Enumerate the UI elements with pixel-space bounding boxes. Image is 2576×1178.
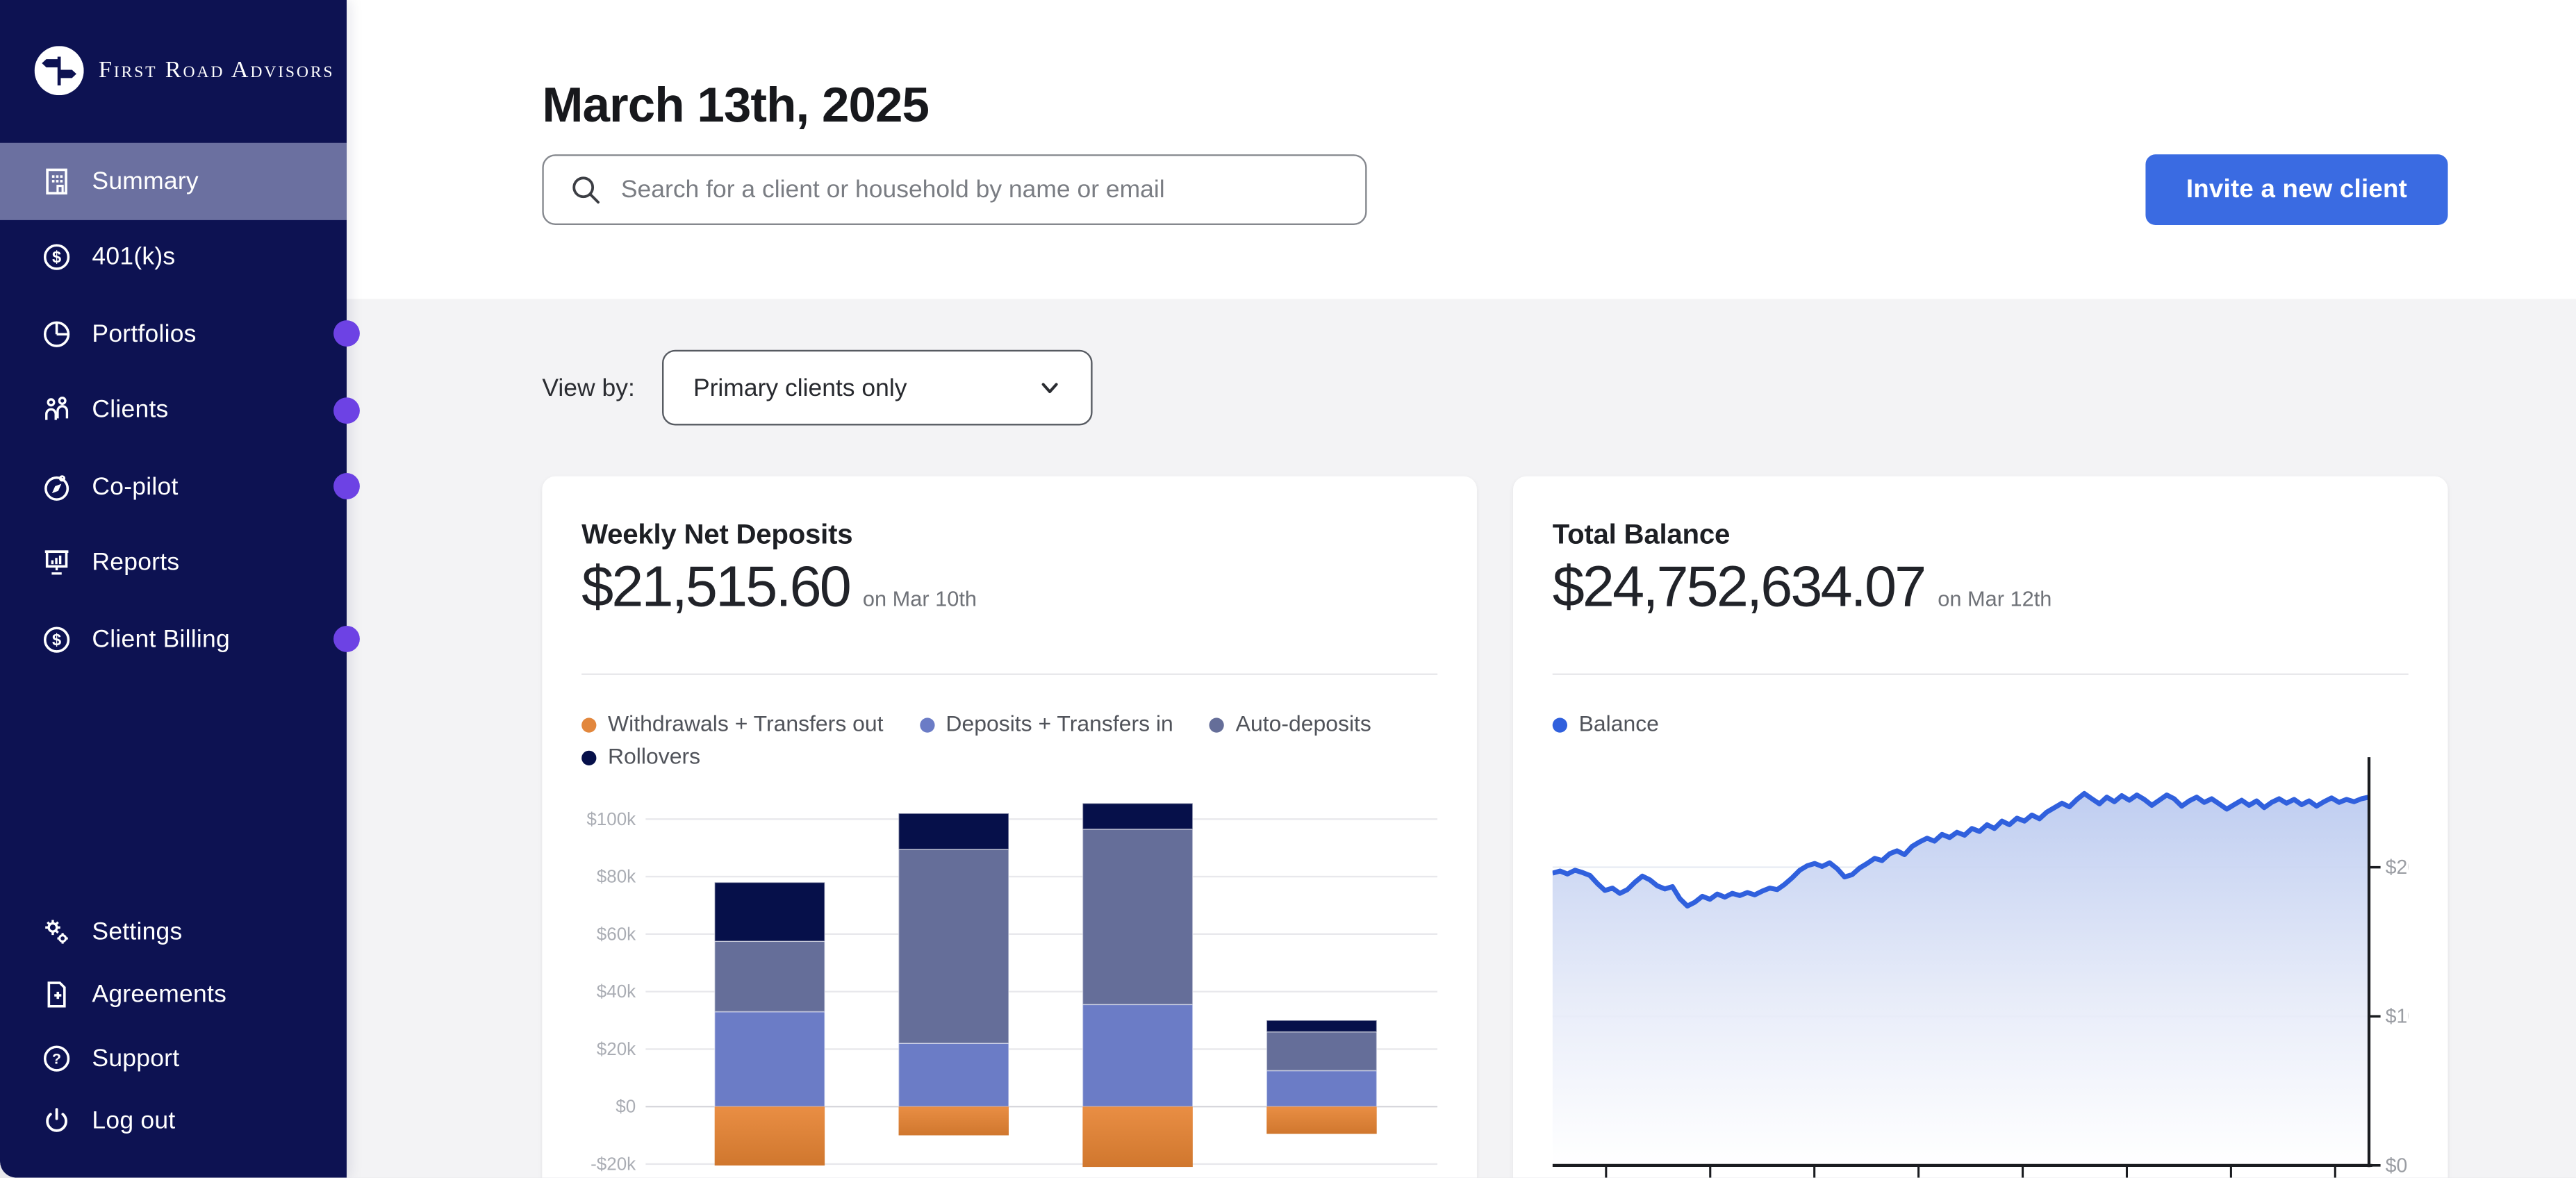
brand-logo: First Road Advisors xyxy=(34,46,335,96)
legend-dot-icon xyxy=(581,717,597,732)
sidebar-item-clients[interactable]: Clients xyxy=(0,372,360,449)
question-circle-icon: ? xyxy=(40,1042,72,1075)
brand-name: First Road Advisors xyxy=(98,56,335,83)
legend-label: Auto-deposits xyxy=(1235,711,1371,736)
weekly-bar-chart: $100k $80k $60k $40k $20k $0 -$20k xyxy=(581,800,1438,1178)
svg-text:$40k: $40k xyxy=(597,981,636,1002)
sidebar-nav: Summary $401(k)s Portfolios Clients Co-pilot… xyxy=(0,142,360,678)
billing-dollar-icon: $ xyxy=(40,623,72,656)
legend-item: Auto-deposits xyxy=(1209,708,1371,740)
balance-amount-date: on Mar 12th xyxy=(1938,586,2052,611)
legend-label: Withdrawals + Transfers out xyxy=(607,711,884,736)
search-icon xyxy=(572,176,600,204)
gears-icon xyxy=(40,915,72,948)
weekly-amount: $21,515.60 xyxy=(581,555,852,620)
sidebar-item-401ks[interactable]: $401(k)s xyxy=(0,219,347,296)
sidebar-item-label: Log out xyxy=(92,1107,176,1136)
svg-text:$60k: $60k xyxy=(597,923,636,944)
dollar-circle-icon: $ xyxy=(40,241,72,274)
page-title: March 13th, 2025 xyxy=(542,78,930,133)
notification-dot xyxy=(333,397,360,423)
sidebar-footer-nav: Settings Agreements? Support Log out xyxy=(0,900,347,1153)
sidebar-item-client-billing[interactable]: $ Client Billing xyxy=(0,602,360,678)
svg-text:$0: $0 xyxy=(2386,1154,2408,1177)
sidebar-item-label: Settings xyxy=(92,918,183,946)
svg-text:$10m: $10m xyxy=(2386,1006,2409,1028)
sidebar-item-support[interactable]: ? Support xyxy=(0,1027,347,1090)
svg-text:$0: $0 xyxy=(616,1096,636,1117)
notification-dot xyxy=(333,473,360,499)
weekly-legend: Withdrawals + Transfers out Deposits + Tr… xyxy=(581,708,1437,774)
sidebar: First Road Advisors Summary $401(k)s Portf… xyxy=(0,0,360,1178)
sidebar-item-logout[interactable]: Log out xyxy=(0,1090,347,1153)
svg-text:$100k: $100k xyxy=(586,808,636,829)
sidebar-item-portfolios[interactable]: Portfolios xyxy=(0,296,360,372)
svg-text:$80k: $80k xyxy=(597,866,636,887)
weekly-card-title: Weekly Net Deposits xyxy=(581,519,853,551)
legend-dot-icon xyxy=(919,717,934,732)
sidebar-item-copilot[interactable]: Co-pilot xyxy=(0,449,360,525)
weekly-amount-date: on Mar 10th xyxy=(862,586,977,611)
people-icon xyxy=(40,394,72,426)
legend-item: Balance xyxy=(1552,708,1659,740)
chevron-down-icon xyxy=(1041,383,1058,394)
sidebar-item-settings[interactable]: Settings xyxy=(0,900,347,963)
legend-dot-icon xyxy=(1552,717,1568,732)
legend-item: Withdrawals + Transfers out xyxy=(581,708,884,740)
notification-dot xyxy=(333,625,360,652)
sidebar-item-label: Co-pilot xyxy=(92,472,179,501)
compass-icon xyxy=(40,470,72,503)
sidebar-item-label: Portfolios xyxy=(92,320,197,348)
presentation-chart-icon xyxy=(40,547,72,579)
svg-text:$: $ xyxy=(51,249,60,267)
sidebar-item-label: Client Billing xyxy=(92,625,230,654)
legend-dot-icon xyxy=(581,749,597,765)
pie-chart-icon xyxy=(40,317,72,350)
legend-label: Deposits + Transfers in xyxy=(946,711,1173,736)
legend-label: Balance xyxy=(1578,711,1659,736)
balance-legend: Balance xyxy=(1552,708,2409,740)
document-plus-icon xyxy=(40,979,72,1011)
sidebar-item-label: 401(k)s xyxy=(92,243,176,272)
sidebar-item-label: Clients xyxy=(92,396,169,424)
divider xyxy=(1552,673,2409,675)
sidebar-item-label: Agreements xyxy=(92,981,227,1009)
legend-label: Rollovers xyxy=(607,744,701,769)
view-by-select[interactable]: Primary clients only xyxy=(662,349,1093,426)
power-icon xyxy=(40,1105,72,1138)
sidebar-item-reports[interactable]: Reports xyxy=(0,525,347,602)
invite-new-client-button[interactable]: Invite a new client xyxy=(2145,154,2448,225)
view-by-label: View by: xyxy=(542,374,635,403)
divider xyxy=(581,673,1438,675)
svg-text:$20m: $20m xyxy=(2386,856,2409,879)
building-icon xyxy=(40,165,72,197)
total-balance-card: Total Balance $24,752,634.07 on Mar 12th… xyxy=(1512,476,2448,1178)
signpost-logo-icon xyxy=(34,46,84,96)
sidebar-item-agreements[interactable]: Agreements xyxy=(0,963,347,1027)
svg-text:$20k: $20k xyxy=(597,1038,636,1059)
sidebar-item-label: Support xyxy=(92,1044,180,1072)
search-input[interactable] xyxy=(618,174,1366,206)
weekly-net-deposits-card: Weekly Net Deposits $21,515.60 on Mar 10… xyxy=(542,476,1477,1178)
svg-text:?: ? xyxy=(51,1050,60,1067)
view-by-value: Primary clients only xyxy=(693,373,907,402)
search-box[interactable] xyxy=(542,154,1367,225)
balance-area-chart: $20m $10m $0 xyxy=(1551,756,2435,1178)
header: March 13th, 2025 Invite a new client xyxy=(346,0,2576,299)
svg-text:$: $ xyxy=(51,631,60,649)
balance-amount: $24,752,634.07 xyxy=(1552,555,1926,620)
legend-dot-icon xyxy=(1209,717,1225,732)
sidebar-item-label: Reports xyxy=(92,549,180,577)
svg-text:-$20k: -$20k xyxy=(591,1153,636,1174)
sidebar-item-summary[interactable]: Summary xyxy=(0,142,347,219)
legend-item: Rollovers xyxy=(581,741,700,774)
balance-card-title: Total Balance xyxy=(1552,519,1731,551)
legend-item: Deposits + Transfers in xyxy=(919,708,1173,740)
sidebar-item-label: Summary xyxy=(92,167,199,195)
notification-dot xyxy=(333,320,360,347)
